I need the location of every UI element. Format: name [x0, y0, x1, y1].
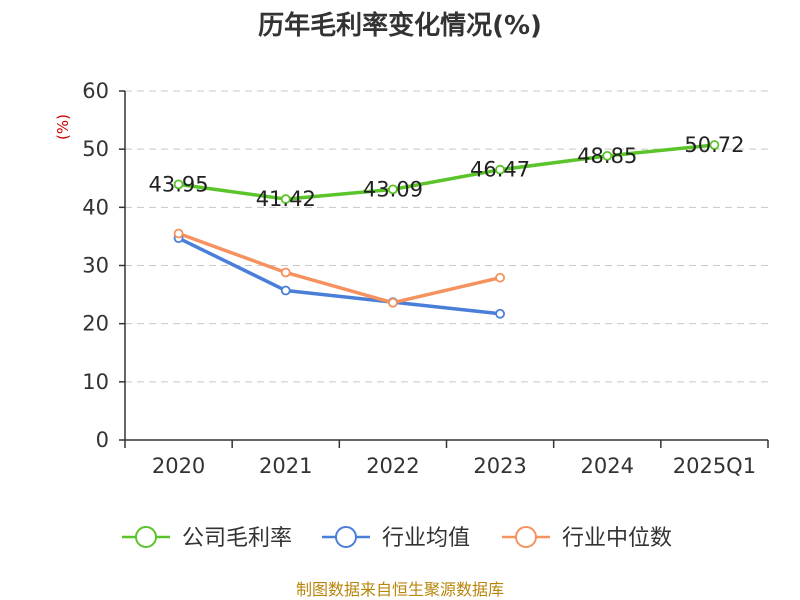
- y-tick-label: 20: [82, 312, 109, 336]
- legend-item-1[interactable]: 行业均值: [322, 526, 470, 551]
- x-tick-label: 2022: [366, 454, 419, 478]
- y-tick-label: 30: [82, 254, 109, 278]
- grid: [125, 90, 768, 383]
- data-label: 41.42: [256, 187, 316, 211]
- data-point[interactable]: [388, 297, 398, 308]
- data-point[interactable]: [388, 184, 398, 195]
- axes: 0 10 20 30 40 50 60 2020 2021 2022 2023 2024 2025Q1: [82, 79, 769, 478]
- x-tick-label: 2020: [152, 454, 205, 478]
- y-tick-label: 60: [82, 79, 109, 103]
- x-tick-label: 2023: [473, 454, 526, 478]
- data-point[interactable]: [495, 308, 505, 319]
- legend-marker: [335, 526, 357, 548]
- y-axis-label: (%): [54, 114, 72, 140]
- legend-label: 行业均值: [382, 526, 470, 551]
- legend-label: 公司毛利率: [182, 526, 292, 551]
- data-point[interactable]: [495, 164, 505, 175]
- data-point[interactable]: [280, 285, 291, 296]
- x-tick-label: 2021: [259, 454, 312, 478]
- data-label: 43.95: [149, 172, 209, 196]
- data-point[interactable]: [602, 150, 613, 161]
- data-label: 50.72: [684, 133, 744, 157]
- data-point[interactable]: [173, 179, 184, 190]
- data-label: 43.09: [363, 177, 423, 201]
- data-point[interactable]: [495, 272, 505, 283]
- legend-item-2[interactable]: 行业中位数: [502, 526, 672, 551]
- legend-item-0[interactable]: 公司毛利率: [122, 526, 292, 551]
- x-tick-label: 2024: [581, 454, 634, 478]
- chart-title: 历年毛利率变化情况(%): [258, 10, 542, 41]
- data-label: 48.85: [577, 144, 637, 168]
- y-tick-label: 10: [82, 370, 109, 394]
- series-line-2: [176, 231, 502, 305]
- series-line-0: [176, 143, 717, 201]
- legend-label: 行业中位数: [562, 526, 672, 551]
- data-point[interactable]: [280, 267, 291, 278]
- series-layer: [173, 140, 720, 319]
- data-point[interactable]: [173, 228, 184, 239]
- legend-marker: [135, 526, 157, 548]
- source-note: 制图数据来自恒生聚源数据库: [296, 580, 504, 599]
- y-tick-label: 50: [82, 137, 109, 161]
- y-tick-label: 0: [96, 428, 109, 452]
- data-point[interactable]: [280, 194, 291, 204]
- series-line-1: [176, 236, 502, 316]
- labels-layer: 43.95 41.42 43.09 46.47 48.85 50.72: [149, 133, 745, 211]
- data-label: 46.47: [470, 158, 530, 182]
- x-tick-label: 2025Q1: [673, 454, 756, 478]
- legend[interactable]: 公司毛利率 行业均值 行业中位数: [122, 526, 672, 551]
- data-point[interactable]: [709, 140, 720, 150]
- legend-marker: [515, 526, 537, 548]
- y-tick-label: 40: [82, 195, 109, 219]
